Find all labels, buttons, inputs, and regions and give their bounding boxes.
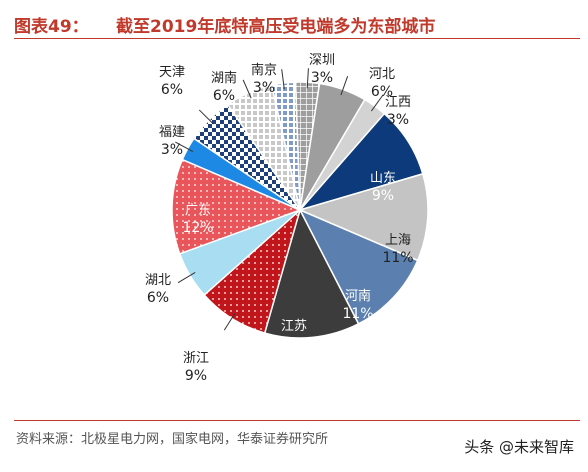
slice-value-4: 9% <box>372 188 394 204</box>
leader-line-1 <box>306 68 309 89</box>
slice-label-2: 河北 <box>369 67 395 82</box>
slice-label-9: 湖北 <box>145 273 171 288</box>
source-note: 资料来源：北极星电力网，国家电网，华泰证券研究所 <box>16 432 329 447</box>
pie-slice-5 <box>297 172 429 262</box>
footer-divider <box>14 420 580 421</box>
slice-value-14: 3% <box>253 80 275 96</box>
slice-value-1: 3% <box>311 70 333 86</box>
slice-label-6: 河南 <box>345 288 371 304</box>
slice-value-5: 11% <box>382 250 413 266</box>
pie-chart: 深圳3% 河北6%江西3%山东9%上海11%河南11%江苏12%浙江9%湖北6%广… <box>145 53 429 384</box>
slice-label-10: 广东 <box>185 203 211 218</box>
slice-label-1: 深圳 <box>309 53 335 68</box>
slice-value-7: 12% <box>278 336 309 352</box>
slice-value-10: 12% <box>182 220 213 236</box>
slice-value-6: 11% <box>342 306 373 322</box>
chart-title-bar: 图表49： 截至2019年底特高压受电端多为东部城市 <box>14 12 574 40</box>
leader-line-11 <box>175 141 194 153</box>
slice-value-11: 3% <box>161 142 183 158</box>
slice-label-14: 南京 <box>251 62 277 78</box>
slice-label-8: 浙江 <box>183 351 209 366</box>
title-divider <box>14 38 580 39</box>
pie-chart-area: 深圳 3% 河北 6% 江西 3% 山东 9% 上海 11% 河南 11% 江苏 12% 浙江 9% 湖北 6% 广… <box>0 44 588 414</box>
slice-label-7: 江苏 <box>281 318 307 334</box>
slice-label-5: 上海 <box>385 233 411 248</box>
leader-line-3 <box>370 94 384 112</box>
leader-line-8 <box>223 312 236 331</box>
chart-title: 截至2019年底特高压受电端多为东部城市 <box>116 17 436 37</box>
slice-label-12: 天津 <box>159 65 185 80</box>
slice-value-2: 6% <box>371 84 393 100</box>
pie-slice-10 <box>171 158 303 255</box>
leader-line-14 <box>281 69 285 90</box>
slice-value-8: 9% <box>185 368 207 384</box>
slice-value-3: 3% <box>387 112 409 128</box>
slice-value-9: 6% <box>147 290 169 306</box>
pie-slice-7 <box>263 207 360 339</box>
watermark: 头条 @未来智库 <box>464 438 574 456</box>
slice-label-13: 湖南 <box>211 70 237 86</box>
leader-line-12 <box>198 109 214 125</box>
leader-line-13 <box>242 79 252 99</box>
slice-label-11: 福建 <box>159 125 185 140</box>
slice-label-4: 山东 <box>370 171 396 186</box>
slice-value-13: 6% <box>213 88 235 104</box>
slice-value-12: 6% <box>161 82 183 98</box>
leader-line-2 <box>340 76 349 96</box>
pie-slice-6 <box>298 208 419 325</box>
slice-label-3: 江西 <box>385 95 411 110</box>
figure-number: 图表49： <box>14 17 89 37</box>
leader-line-9 <box>177 272 196 284</box>
